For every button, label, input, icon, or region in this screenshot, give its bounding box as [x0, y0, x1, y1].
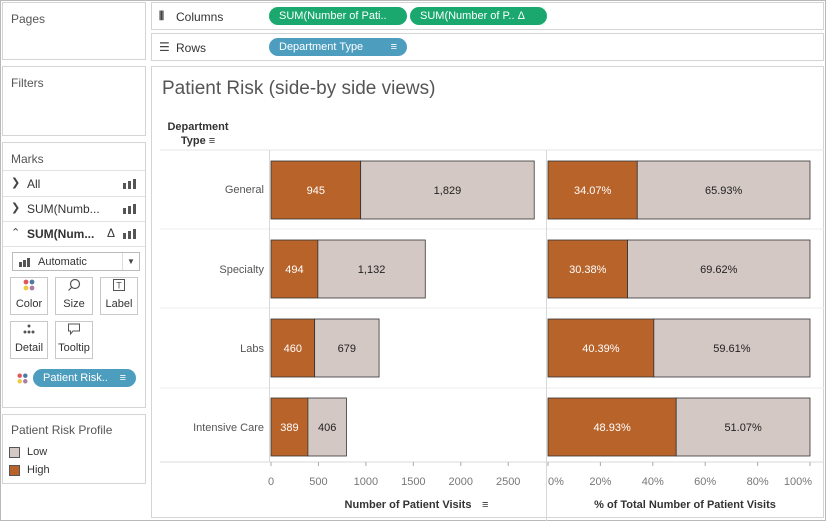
row-header-line-1: Department: [167, 121, 229, 133]
columns-pill-label: SUM(Number of Pati..: [279, 10, 387, 22]
chevron-down-icon: ❯: [11, 202, 21, 214]
tooltip-button[interactable]: Tooltip: [55, 321, 93, 359]
marks-row-measure-1[interactable]: ❯ SUM(Numb...: [3, 197, 145, 221]
bar-mark-icon: [19, 258, 31, 267]
marks-row-label: SUM(Num...: [27, 227, 95, 241]
detail-button[interactable]: Detail: [10, 321, 48, 359]
divider: [3, 221, 145, 222]
label-button[interactable]: T Label: [100, 277, 138, 315]
table-calc-delta-icon: Δ: [107, 226, 116, 240]
color-button[interactable]: Color: [10, 277, 48, 315]
filters-title: Filters: [11, 76, 44, 90]
rows-shelf[interactable]: ☰ Rows Department Type ≡: [151, 33, 824, 61]
columns-pill-percent[interactable]: SUM(Number of P.. Δ: [410, 7, 547, 25]
sort-icon: ≡: [208, 135, 216, 147]
color-field-pill-label: Patient Risk..: [43, 372, 108, 384]
columns-pill-visits[interactable]: SUM(Number of Pati..: [269, 7, 407, 25]
pages-card[interactable]: Pages: [2, 2, 146, 60]
color-field-pill[interactable]: Patient Risk.. ≡: [33, 369, 136, 387]
category-label: Labs: [240, 343, 264, 355]
filters-card[interactable]: Filters: [2, 66, 146, 136]
size-icon: [56, 278, 92, 298]
mark-type-dropdown[interactable]: Automatic ▼: [12, 252, 140, 271]
label-text-icon: T: [101, 278, 137, 298]
marks-card: Marks ❯ All ❯ SUM(Numb... ⌃ SUM(Num... Δ…: [2, 142, 146, 408]
pages-title: Pages: [11, 12, 46, 26]
detail-dots-icon: [11, 322, 47, 342]
columns-icon: ⫴: [159, 9, 165, 23]
legend-label: Low: [27, 446, 48, 458]
rows-shelf-label: Rows: [176, 41, 207, 55]
chevron-up-icon: ⌃: [11, 227, 21, 239]
color-dots-icon: [11, 278, 47, 298]
worksheet-view: [151, 66, 824, 518]
chevron-down-icon: ❯: [11, 177, 21, 189]
color-encoding-icon: [16, 372, 29, 388]
detail-button-label: Detail: [14, 342, 44, 354]
marks-row-measure-2[interactable]: ⌃ SUM(Num... Δ: [3, 222, 145, 246]
row-header-line-2: Type: [180, 135, 206, 147]
rows-pill-label: Department Type: [279, 41, 364, 53]
bar-mark-icon: [123, 204, 137, 214]
divider: [3, 170, 145, 171]
sort-icon: ≡: [119, 372, 126, 384]
tooltip-button-label: Tooltip: [58, 342, 90, 354]
rows-pill-department-type[interactable]: Department Type ≡: [269, 38, 407, 56]
legend-swatch-high: [9, 465, 20, 476]
divider: [3, 246, 145, 247]
sort-icon: ≡: [390, 41, 397, 53]
bar-mark-icon: [123, 229, 137, 239]
rows-icon: ☰: [159, 40, 170, 54]
chart-title: Patient Risk (side-by side views): [162, 78, 436, 99]
marks-row-all[interactable]: ❯ All: [3, 172, 145, 196]
marks-title: Marks: [11, 152, 44, 166]
columns-pill-label: SUM(Number of P.. Δ: [420, 10, 525, 22]
legend-card: Patient Risk Profile Low High: [2, 414, 146, 484]
marks-row-label: All: [27, 177, 41, 191]
size-button-label: Size: [63, 298, 85, 310]
label-button-label: Label: [105, 298, 133, 310]
legend-swatch-low: [9, 447, 20, 458]
divider: [3, 196, 145, 197]
category-label: General: [224, 184, 264, 196]
size-button[interactable]: Size: [55, 277, 93, 315]
legend-label: High: [27, 464, 50, 476]
legend-title: Patient Risk Profile: [11, 423, 113, 437]
category-label: Specialty: [219, 264, 264, 276]
color-button-label: Color: [15, 298, 43, 310]
mark-type-value: Automatic: [38, 256, 87, 268]
marks-row-label: SUM(Numb...: [27, 202, 100, 216]
columns-shelf-label: Columns: [176, 10, 224, 24]
row-header[interactable]: Department Type ≡: [160, 120, 236, 148]
bar-mark-icon: [123, 179, 137, 189]
tooltip-bubble-icon: [56, 322, 92, 342]
category-label: Intensive Care: [193, 422, 264, 434]
columns-shelf[interactable]: ⫴ Columns SUM(Number of Pati.. SUM(Numbe…: [151, 2, 824, 30]
chevron-down-icon[interactable]: ▼: [122, 253, 139, 270]
svg-text:T: T: [116, 281, 122, 291]
